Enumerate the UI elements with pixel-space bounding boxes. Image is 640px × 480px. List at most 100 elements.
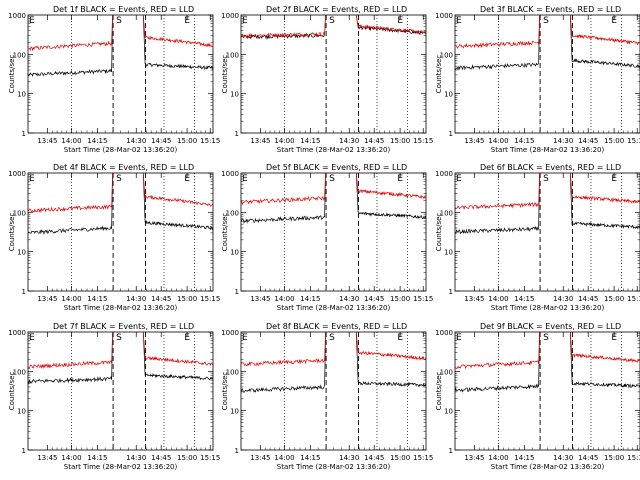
x-tick-label: 13:45 xyxy=(464,454,484,462)
events-series-line xyxy=(454,331,540,393)
panel-det-3: Det 3f BLACK = Events, RED = LLD 1 10 100 10… xyxy=(435,5,640,154)
lld-series-line xyxy=(240,172,326,206)
panel-det-4: Det 4f BLACK = Events, RED = LLD 1 10 100 10… xyxy=(8,163,220,312)
x-axis-label: Start Time (28-Mar-02 13:36:20) xyxy=(64,463,178,471)
y-tick-label: 10 xyxy=(230,249,239,257)
end-marker-label: E xyxy=(29,333,35,343)
events-series-line xyxy=(142,14,213,71)
events-series-line xyxy=(28,172,113,235)
y-tick-label: 100 xyxy=(440,368,453,376)
events-series-line xyxy=(142,331,213,381)
y-axis-label: Counts/sec xyxy=(8,213,16,252)
x-axis-label: Start Time (28-Mar-02 13:36:20) xyxy=(64,304,178,312)
x-tick-label: 14:30 xyxy=(553,295,573,303)
lld-series-line xyxy=(240,14,326,39)
end-marker-label: E xyxy=(456,16,462,26)
start-marker-label: S xyxy=(116,16,122,26)
x-tick-label: 14:45 xyxy=(151,295,171,303)
y-tick-label: 1000 xyxy=(221,12,239,20)
panel-title: Det 2f BLACK = Events, RED = LLD xyxy=(266,5,407,14)
events-series-line xyxy=(240,14,326,40)
end-marker-label: E xyxy=(611,174,617,184)
events-series-line xyxy=(454,14,540,71)
x-tick-label: 14:15 xyxy=(514,137,534,145)
x-tick-label: 15:15 xyxy=(413,295,433,303)
x-tick-label: 13:45 xyxy=(250,137,270,145)
start-marker-label: S xyxy=(543,16,549,26)
lld-series-line xyxy=(27,331,113,370)
lld-series-line xyxy=(142,331,213,367)
y-tick-label: 100 xyxy=(440,51,453,59)
events-series-line xyxy=(27,331,113,385)
y-tick-label: 1 xyxy=(22,447,26,455)
x-tick-label: 14:15 xyxy=(514,454,534,462)
x-tick-label: 15:15 xyxy=(627,137,640,145)
lld-series-line xyxy=(355,172,426,200)
y-tick-label: 1 xyxy=(449,288,453,296)
lld-series-line xyxy=(355,14,426,34)
x-tick-label: 14:00 xyxy=(488,137,508,145)
panel-title: Det 8f BLACK = Events, RED = LLD xyxy=(266,322,407,331)
plot-frame xyxy=(240,172,427,292)
y-tick-label: 1000 xyxy=(8,329,26,337)
x-tick-label: 15:00 xyxy=(604,137,624,145)
x-tick-label: 14:45 xyxy=(364,137,384,145)
end-marker-label: E xyxy=(611,333,617,343)
y-tick-label: 1 xyxy=(449,447,453,455)
lld-series-line xyxy=(569,14,640,46)
panel-title: Det 4f BLACK = Events, RED = LLD xyxy=(53,163,194,172)
x-tick-label: 15:00 xyxy=(177,295,197,303)
y-axis-label: Counts/sec xyxy=(221,213,229,252)
y-tick-label: 10 xyxy=(17,249,26,257)
y-tick-label: 1000 xyxy=(8,12,26,20)
x-tick-label: 13:45 xyxy=(250,454,270,462)
lld-series-line xyxy=(240,331,326,367)
y-tick-label: 1000 xyxy=(221,170,239,178)
end-marker-label: E xyxy=(184,16,190,26)
y-tick-label: 10 xyxy=(444,408,453,416)
panel-det-9: Det 9f BLACK = Events, RED = LLD 1 10 100 10… xyxy=(435,322,640,471)
lld-series-line xyxy=(569,172,640,204)
panel-title: Det 6f BLACK = Events, RED = LLD xyxy=(480,163,621,172)
y-tick-label: 1 xyxy=(449,130,453,138)
start-marker-label: S xyxy=(329,333,335,343)
start-marker-label: S xyxy=(116,333,122,343)
y-tick-label: 1 xyxy=(235,288,239,296)
start-marker-label: S xyxy=(116,174,122,184)
x-tick-label: 15:15 xyxy=(200,137,220,145)
x-tick-label: 15:00 xyxy=(390,137,410,145)
x-tick-label: 15:15 xyxy=(200,295,220,303)
y-tick-label: 100 xyxy=(226,368,239,376)
plot-frame xyxy=(454,14,640,134)
x-tick-label: 14:45 xyxy=(151,454,171,462)
y-axis-label: Counts/sec xyxy=(435,372,443,411)
end-marker-label: E xyxy=(456,174,462,184)
lld-series-line xyxy=(454,14,540,49)
x-tick-label: 14:45 xyxy=(364,454,384,462)
x-axis-label: Start Time (28-Mar-02 13:36:20) xyxy=(491,463,605,471)
x-tick-label: 14:15 xyxy=(300,137,320,145)
panel-title: Det 1f BLACK = Events, RED = LLD xyxy=(53,5,194,14)
x-axis-label: Start Time (28-Mar-02 13:36:20) xyxy=(491,146,605,154)
y-tick-label: 10 xyxy=(230,408,239,416)
x-tick-label: 14:30 xyxy=(126,137,146,145)
y-tick-label: 1000 xyxy=(435,170,453,178)
start-marker-label: S xyxy=(543,333,549,343)
lld-series-line xyxy=(27,14,113,52)
panel-title: Det 9f BLACK = Events, RED = LLD xyxy=(480,322,621,331)
x-tick-label: 15:00 xyxy=(177,454,197,462)
x-axis-label: Start Time (28-Mar-02 13:36:20) xyxy=(491,304,605,312)
x-tick-label: 15:15 xyxy=(627,454,640,462)
panel-det-7: Det 7f BLACK = Events, RED = LLD 1 10 100 10… xyxy=(8,322,220,471)
x-tick-label: 15:00 xyxy=(604,454,624,462)
x-tick-label: 14:15 xyxy=(514,295,534,303)
x-tick-label: 14:30 xyxy=(553,137,573,145)
events-series-line xyxy=(240,331,326,393)
x-tick-label: 14:00 xyxy=(61,137,81,145)
panel-title: Det 3f BLACK = Events, RED = LLD xyxy=(480,5,621,14)
y-tick-label: 10 xyxy=(17,408,26,416)
start-marker-label: S xyxy=(329,16,335,26)
x-tick-label: 13:45 xyxy=(464,137,484,145)
lld-series-line xyxy=(142,172,213,207)
y-tick-label: 10 xyxy=(444,249,453,257)
